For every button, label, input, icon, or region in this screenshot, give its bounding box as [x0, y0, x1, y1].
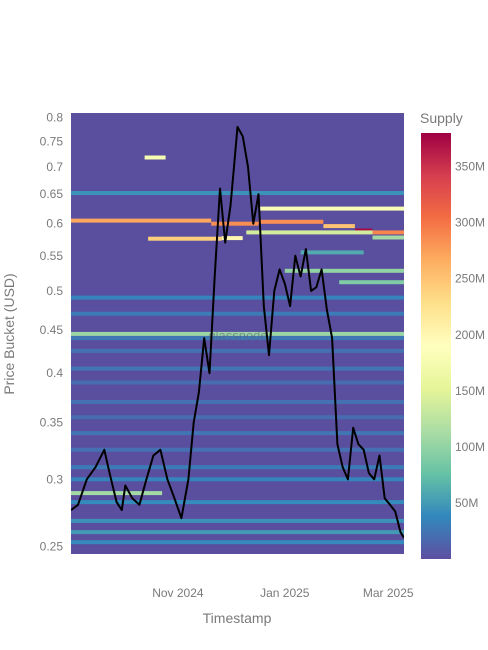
heatmap-band-28 [71, 477, 404, 482]
y-axis-title: Price Bucket (USD) [1, 273, 17, 394]
colorbar-ticks: 50M 100M 150M 200M 250M 300M 350M [455, 160, 485, 510]
y-tick-label: 0.55 [40, 249, 64, 263]
colorbar-tick-label: 200M [455, 328, 485, 342]
x-tick-label: Mar 2025 [363, 586, 414, 600]
heatmap-band-26 [71, 447, 404, 452]
y-tick-label: 0.5 [46, 284, 63, 298]
heatmap-band-29 [71, 491, 163, 496]
y-tick-label: 0.8 [46, 111, 63, 125]
heatmap-band-31 [71, 518, 404, 523]
colorbar-tick-label: 250M [455, 272, 485, 286]
heatmap-band-9 [372, 235, 404, 240]
heatmap-band-1 [71, 191, 404, 195]
heatmap-band-19 [71, 336, 404, 341]
heatmap-band-10 [246, 230, 373, 235]
y-tick-label: 0.75 [40, 134, 64, 148]
heatmap-band-16 [71, 295, 404, 300]
heatmap-band-4 [211, 221, 259, 226]
x-axis-ticks: Nov 2024 Jan 2025 Mar 2025 [152, 586, 414, 600]
colorbar-title: Supply [420, 110, 463, 126]
heatmap-band-14 [284, 268, 404, 273]
y-tick-label: 0.25 [40, 540, 64, 554]
y-axis-ticks: 0.25 0.3 0.35 0.4 0.45 0.5 0.55 0.6 0.65 0.7 0.75 0… [40, 111, 64, 554]
heatmap-band-20 [71, 348, 404, 353]
heatmap-band-6 [323, 224, 355, 229]
heatmap-band-0 [144, 155, 166, 160]
heatmap-band-12 [221, 236, 243, 241]
heatmap-band-17 [71, 311, 404, 316]
y-tick-label: 0.3 [46, 472, 63, 486]
colorbar-tick-label: 150M [455, 384, 485, 398]
heatmap-band-27 [71, 465, 404, 470]
heatmap-band-33 [71, 540, 404, 545]
y-tick-label: 0.4 [46, 366, 63, 380]
x-tick-label: Nov 2024 [152, 586, 204, 600]
y-tick-label: 0.7 [46, 160, 63, 174]
heatmap-band-24 [71, 415, 404, 420]
y-tick-label: 0.6 [46, 217, 63, 231]
heatmap-band-21 [71, 366, 404, 371]
colorbar-tick-label: 350M [455, 160, 485, 174]
heatmap-band-8 [372, 230, 404, 235]
y-tick-label: 0.45 [40, 323, 64, 337]
heatmap-band-5 [258, 219, 324, 224]
heatmap-band-23 [71, 400, 404, 404]
y-tick-label: 0.65 [40, 187, 64, 201]
heatmap-band-2 [258, 206, 404, 211]
colorbar-tick-label: 100M [455, 440, 485, 454]
heatmap-band-18 [71, 331, 404, 336]
colorbar-tick-label: 300M [455, 216, 485, 230]
heatmap-band-15 [339, 280, 404, 285]
heatmap-band-11 [148, 236, 222, 241]
price-line-layer [71, 125, 404, 539]
colorbar-tick-label: 50M [455, 496, 478, 510]
heatmap-band-22 [71, 380, 404, 385]
colorbar [421, 133, 451, 559]
x-axis-title: Timestamp [203, 610, 272, 626]
heatmap-band-30 [71, 500, 404, 505]
heatmap-band-32 [71, 530, 404, 535]
watermark: glassnode [208, 328, 267, 343]
price-line [71, 125, 404, 539]
y-tick-label: 0.35 [40, 416, 64, 430]
x-tick-label: Jan 2025 [260, 586, 310, 600]
heatmap-band-25 [71, 431, 404, 436]
heatmap-bands [71, 155, 404, 545]
heatmap-band-3 [71, 218, 212, 223]
heatmap-band-13 [300, 250, 364, 255]
